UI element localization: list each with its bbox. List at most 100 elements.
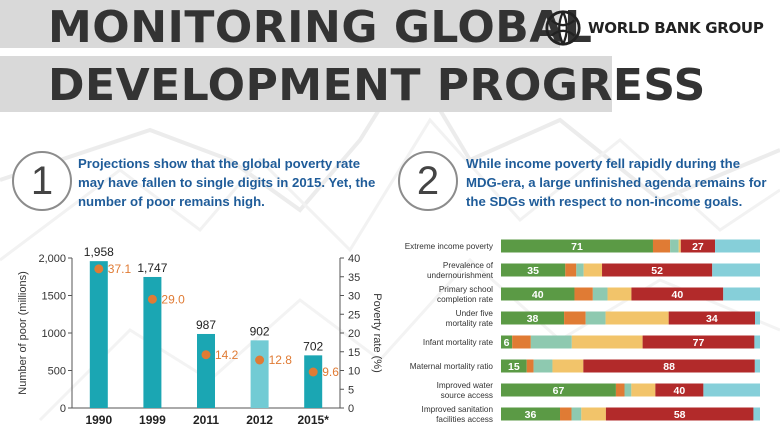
segment [642,335,755,349]
segment [680,239,716,253]
y-tick-label: 0 [60,403,66,415]
rate-value-label: 14.2 [215,348,239,362]
rate-dot-2012 [255,355,265,365]
rate-dot-1990 [94,264,104,274]
segment-label: 36 [525,409,537,421]
poverty-chart: 0 500 1000 1500 2,000 0 5 10 15 20 25 30 35 40 Number … [17,245,383,427]
title-band-bottom [0,56,612,112]
segment [574,287,593,301]
segment-label: 34 [706,313,718,325]
x-tick-label: 1990 [85,413,112,427]
section-1-number: 1 [12,151,72,211]
segment [501,335,513,349]
segment [655,383,704,397]
x-tick-label: 2012 [246,413,273,427]
segment [754,335,760,349]
rate-value-label: 29.0 [161,292,185,306]
segment [576,263,584,277]
bar-value-label: 702 [303,339,323,353]
segment-label: 35 [527,265,539,277]
segment [501,311,565,325]
section-1-heading: Projections show that the global poverty… [78,154,375,211]
segment [533,359,553,373]
row-label: facilities access [436,415,493,424]
segment-label: 40 [671,289,683,301]
page-title-line1: MONITORING GLOBAL [48,2,593,53]
rate-value-label: 9.6 [322,365,339,379]
segment [501,407,561,421]
y2-tick-label: 15 [348,347,360,359]
y2-axis-title: Poverty rate (%) [371,293,383,372]
y2-tick-label: 20 [348,328,360,340]
x-tick-label: 2015* [298,413,330,427]
section-2-heading-line: MDG-era, a large unfinished agenda remai… [466,175,767,190]
bar-poor-1990 [89,261,108,408]
y-tick-label: 1500 [42,291,66,303]
section-1-heading-line: number of poor remains high. [78,194,265,209]
row-label: Prevalence of [443,261,494,270]
segment [715,239,760,253]
segment [712,263,760,277]
segment [607,287,632,301]
rate-value-label: 12.8 [269,353,293,367]
y2-tick-label: 25 [348,309,360,321]
bar-value-label: 987 [196,318,216,332]
segment [605,407,754,421]
y2-tick-label: 30 [348,291,360,303]
segment [560,407,572,421]
segment [501,263,566,277]
segment-label: 58 [674,409,686,421]
segment-label: 38 [527,313,539,325]
segment [581,407,606,421]
y-tick-label: 500 [48,366,66,378]
row-label: Maternal mortality ratio [410,362,494,371]
segment [501,383,616,397]
segment [552,359,584,373]
segment [754,359,760,373]
segment [605,311,669,325]
y2-tick-label: 40 [348,253,360,265]
segment [571,407,582,421]
row-label: Extreme income poverty [405,242,494,251]
y-tick-label: 2,000 [38,253,66,265]
segment [512,335,531,349]
section-2-heading: While income poverty fell rapidly during… [466,154,766,211]
bar-poor-1999 [143,276,162,408]
bar-value-label: 1,958 [84,245,114,259]
non-income-goals-chart: Extreme income poverty 71 27 Prevalence ofu… [405,239,760,424]
row-label: completion rate [437,295,493,304]
segment-label: 27 [692,241,704,253]
bar-poor-2011 [197,333,215,408]
segment [602,263,713,277]
segment [652,239,671,253]
segment [501,287,575,301]
segment [585,311,606,325]
title-band-top [0,0,560,48]
world-bank-logo: WORLD BANK GROUP [544,8,764,48]
y2-tick-label: 10 [348,366,360,378]
row-label: Improved water [437,381,494,390]
segment [670,239,679,253]
bar-value-label: 1,747 [137,261,167,275]
segment-label: 71 [571,241,583,253]
segment-label: 40 [532,289,544,301]
bar-poor-2012 [250,340,269,408]
bar-poor-2015* [304,355,323,408]
segment [583,359,755,373]
segment [703,383,760,397]
row-label: undernourishment [427,271,494,280]
row-label: Improved sanitation [422,405,494,414]
segment [565,263,577,277]
section-1-heading-line: may have fallen to single digits in 2015… [78,175,376,190]
segment [501,239,653,253]
y2-tick-label: 5 [348,384,354,396]
segment-label: 15 [508,361,520,373]
y2-tick-label: 0 [348,403,354,415]
page-title-line2: DEVELOPMENT PROGRESS [48,60,706,111]
x-tick-label: 1999 [139,413,166,427]
segment-label: 40 [674,385,686,397]
section-1-heading-line: Projections show that the global poverty… [78,156,361,171]
rate-value-label: 37.1 [108,262,132,276]
rate-dot-1999 [147,294,157,304]
segment [530,335,572,349]
